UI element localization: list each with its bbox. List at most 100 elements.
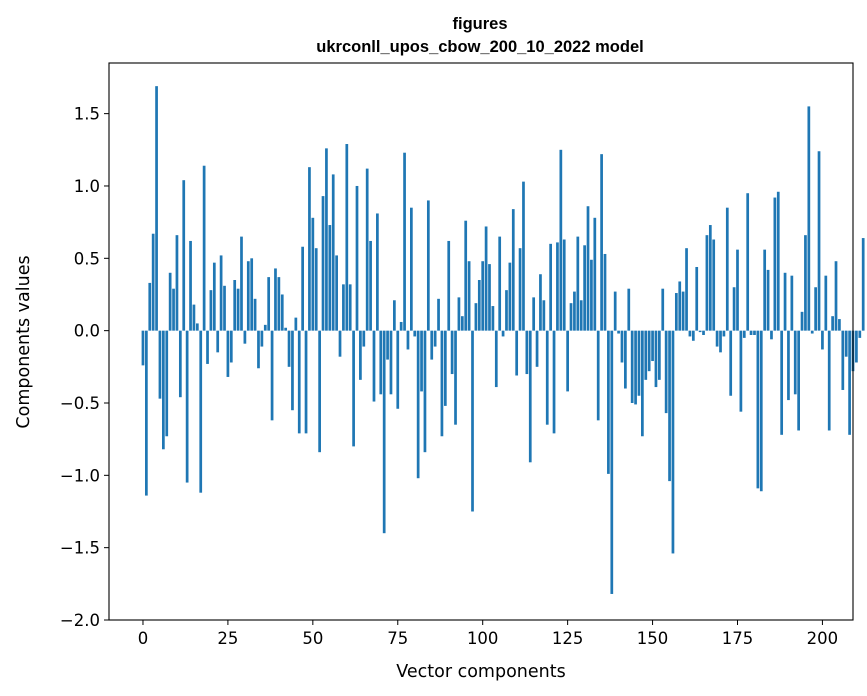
bar-170 (719, 330, 722, 353)
y-tick-label: −1.0 (60, 466, 100, 485)
bar-12 (182, 180, 186, 331)
bar-79 (410, 207, 413, 331)
bar-87 (437, 298, 440, 331)
y-tick-label: −2.0 (60, 611, 100, 630)
bar-169 (715, 330, 719, 347)
bar-100 (481, 261, 485, 331)
bar-192 (793, 330, 797, 395)
bar-196 (807, 106, 811, 331)
bar-175 (736, 249, 739, 331)
bar-129 (579, 300, 583, 331)
y-tick-label: 0.5 (74, 249, 100, 268)
chart-title-line2: ukrconll_upos_cbow_200_10_2022 model (316, 38, 643, 56)
bar-62 (352, 330, 355, 447)
bar-157 (674, 293, 678, 331)
bar-160 (685, 248, 688, 331)
bar-182 (759, 330, 763, 492)
bar-88 (440, 330, 444, 437)
bar-120 (549, 243, 552, 331)
bar-43 (287, 330, 291, 367)
bar-176 (739, 330, 743, 412)
bar-119 (545, 330, 549, 425)
bar-58 (338, 330, 342, 357)
bar-148 (644, 330, 648, 380)
bar-174 (732, 287, 736, 331)
bar-126 (569, 303, 573, 331)
bar-82 (420, 330, 423, 392)
bar-5 (158, 330, 162, 399)
bar-114 (528, 330, 532, 463)
bar-21 (212, 262, 216, 331)
bar-177 (742, 330, 746, 338)
bar-40 (277, 277, 281, 331)
bar-197 (810, 330, 814, 334)
bar-208 (848, 330, 851, 435)
bar-49 (308, 167, 311, 331)
bar-13 (185, 330, 189, 483)
bar-183 (763, 249, 767, 331)
bar-153 (661, 288, 665, 331)
bar-33 (253, 298, 257, 331)
bar-143 (627, 288, 631, 331)
bar-121 (552, 330, 556, 434)
bar-19 (206, 330, 209, 364)
bar-204 (834, 261, 838, 331)
bar-212 (861, 238, 865, 331)
bar-28 (236, 288, 240, 331)
bar-191 (790, 275, 794, 331)
bar-67 (369, 240, 372, 331)
bar-188 (780, 330, 784, 435)
bar-161 (688, 330, 692, 337)
bar-202 (827, 330, 831, 431)
bar-64 (359, 330, 362, 380)
bar-38 (270, 330, 274, 421)
bar-180 (753, 330, 756, 335)
bar-47 (301, 246, 304, 331)
bar-110 (515, 330, 519, 376)
bar-211 (858, 330, 862, 338)
bar-35 (260, 330, 264, 347)
bar-111 (518, 248, 522, 331)
bar-138 (610, 330, 614, 594)
bar-130 (583, 245, 586, 331)
bar-72 (386, 330, 389, 360)
bar-113 (525, 330, 529, 375)
bar-118 (542, 300, 546, 331)
bar-149 (647, 330, 651, 372)
bar-97 (471, 330, 474, 512)
x-tick-label: 200 (807, 629, 839, 648)
bar-96 (467, 261, 471, 331)
bar-73 (389, 330, 393, 395)
bar-163 (695, 266, 699, 331)
bar-145 (634, 330, 637, 405)
bar-39 (274, 268, 277, 331)
x-tick-label: 125 (552, 629, 584, 648)
bar-80 (413, 330, 417, 337)
bar-135 (600, 154, 603, 331)
bar-81 (416, 330, 420, 479)
bar-162 (691, 330, 695, 341)
bar-127 (573, 291, 576, 331)
bar-102 (488, 264, 491, 331)
bar-16 (195, 323, 199, 331)
bar-48 (304, 330, 308, 434)
bar-51 (314, 248, 318, 331)
bar-123 (559, 149, 563, 331)
bar-84 (426, 200, 430, 331)
bar-154 (664, 330, 668, 414)
bar-166 (705, 235, 709, 331)
bar-83 (423, 330, 427, 453)
y-tick-label: 1.0 (74, 177, 100, 196)
bar-7 (165, 330, 169, 437)
bar-15 (192, 304, 196, 331)
bar-70 (379, 330, 383, 395)
bar-93 (457, 297, 461, 331)
bar-155 (668, 330, 671, 482)
bar-36 (263, 324, 267, 331)
bar-144 (630, 330, 634, 403)
bar-158 (678, 281, 682, 331)
y-axis-ticks: −2.0 −1.5 −1.0 −0.5 0.0 0.5 1.0 1.5 (60, 105, 109, 630)
bar-98 (474, 303, 478, 331)
chart-title-line1: figures (452, 15, 507, 33)
bar-173 (729, 330, 733, 396)
